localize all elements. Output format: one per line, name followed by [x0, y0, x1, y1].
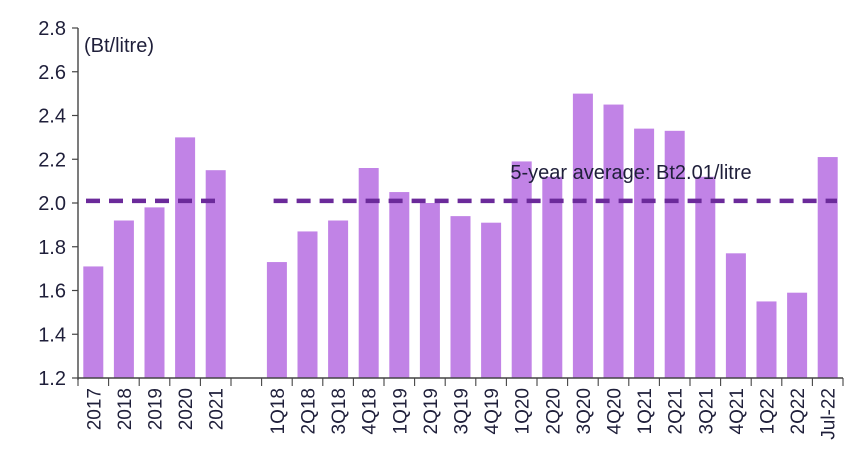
bar-2q21	[664, 130, 685, 378]
x-tick-label: 4Q19	[482, 388, 503, 434]
x-tick-label: 4Q21	[727, 388, 748, 434]
x-tick-label: 3Q18	[329, 388, 350, 434]
average-annotation: 5-year average: Bt2.01/litre	[510, 162, 751, 184]
x-tick-label: 1Q21	[635, 388, 656, 434]
x-axis-labels: 2017 2018 2019 2020 2021 1Q18 2Q18 3Q18 4Q18 1Q19…	[77, 378, 844, 440]
x-tick-label: 2Q19	[421, 388, 442, 434]
bar-2q18	[297, 231, 318, 378]
x-tick-label: 1Q22	[758, 388, 779, 434]
y-tick-label: 2.4	[38, 106, 66, 128]
y-tick-label: 1.6	[38, 281, 66, 303]
bar-2q19	[419, 203, 440, 378]
bar-2q20	[542, 176, 563, 378]
unit-label: (Bt/litre)	[84, 35, 154, 57]
bar-4q18	[358, 168, 379, 378]
bar-jul-22	[817, 157, 838, 378]
x-tick-label: 2020	[176, 388, 197, 430]
x-tick-label: 2Q21	[666, 388, 687, 434]
bar-1q19	[389, 192, 410, 378]
bar-4q20	[603, 104, 624, 378]
bar-1q20	[511, 161, 532, 378]
x-tick-label: 2Q22	[788, 388, 809, 434]
bar-2019	[144, 207, 165, 378]
bars	[83, 93, 838, 378]
y-axis-ticks: 1.2 1.4 1.6 1.8 2.0 2.2 2.4 2.6 2.8	[38, 18, 78, 390]
x-tick-label: 3Q21	[696, 388, 717, 434]
x-tick-label: 3Q19	[452, 388, 473, 434]
x-tick-label: 2Q18	[299, 388, 320, 434]
bar-3q20	[572, 93, 593, 378]
bar-2017	[83, 266, 104, 378]
bar-2021	[205, 170, 226, 378]
y-tick-label: 2.8	[38, 18, 66, 40]
bar-4q19	[481, 222, 502, 378]
bar-1q21	[634, 128, 655, 378]
x-tick-label: 2Q20	[543, 388, 564, 434]
x-tick-label: 2021	[207, 388, 228, 430]
x-tick-label: 2019	[146, 388, 167, 430]
y-tick-label: 2.0	[38, 193, 66, 215]
x-tick-label: Jul-22	[819, 388, 840, 440]
bar-3q19	[450, 216, 471, 378]
x-tick-label: 1Q18	[268, 388, 289, 434]
bar-3q18	[328, 220, 349, 378]
x-tick-label: 4Q20	[605, 388, 626, 434]
bar-1q18	[266, 262, 287, 378]
bar-2018	[113, 220, 134, 378]
x-tick-label: 2018	[115, 388, 136, 430]
x-tick-label: 2017	[84, 388, 105, 430]
bar-2q22	[787, 292, 808, 378]
x-tick-label: 4Q18	[360, 388, 381, 434]
bar-1q22	[756, 301, 777, 378]
bar-2020	[175, 137, 196, 378]
y-tick-label: 1.2	[38, 368, 66, 390]
x-tick-label: 1Q19	[390, 388, 411, 434]
x-tick-label: 3Q20	[574, 388, 595, 434]
y-tick-label: 1.8	[38, 237, 66, 259]
y-tick-label: 2.2	[38, 149, 66, 171]
y-tick-label: 2.6	[38, 62, 66, 84]
y-tick-label: 1.4	[38, 324, 66, 346]
bar-4q21	[725, 253, 746, 378]
x-tick-label: 1Q20	[513, 388, 534, 434]
bar-3q21	[695, 176, 716, 378]
